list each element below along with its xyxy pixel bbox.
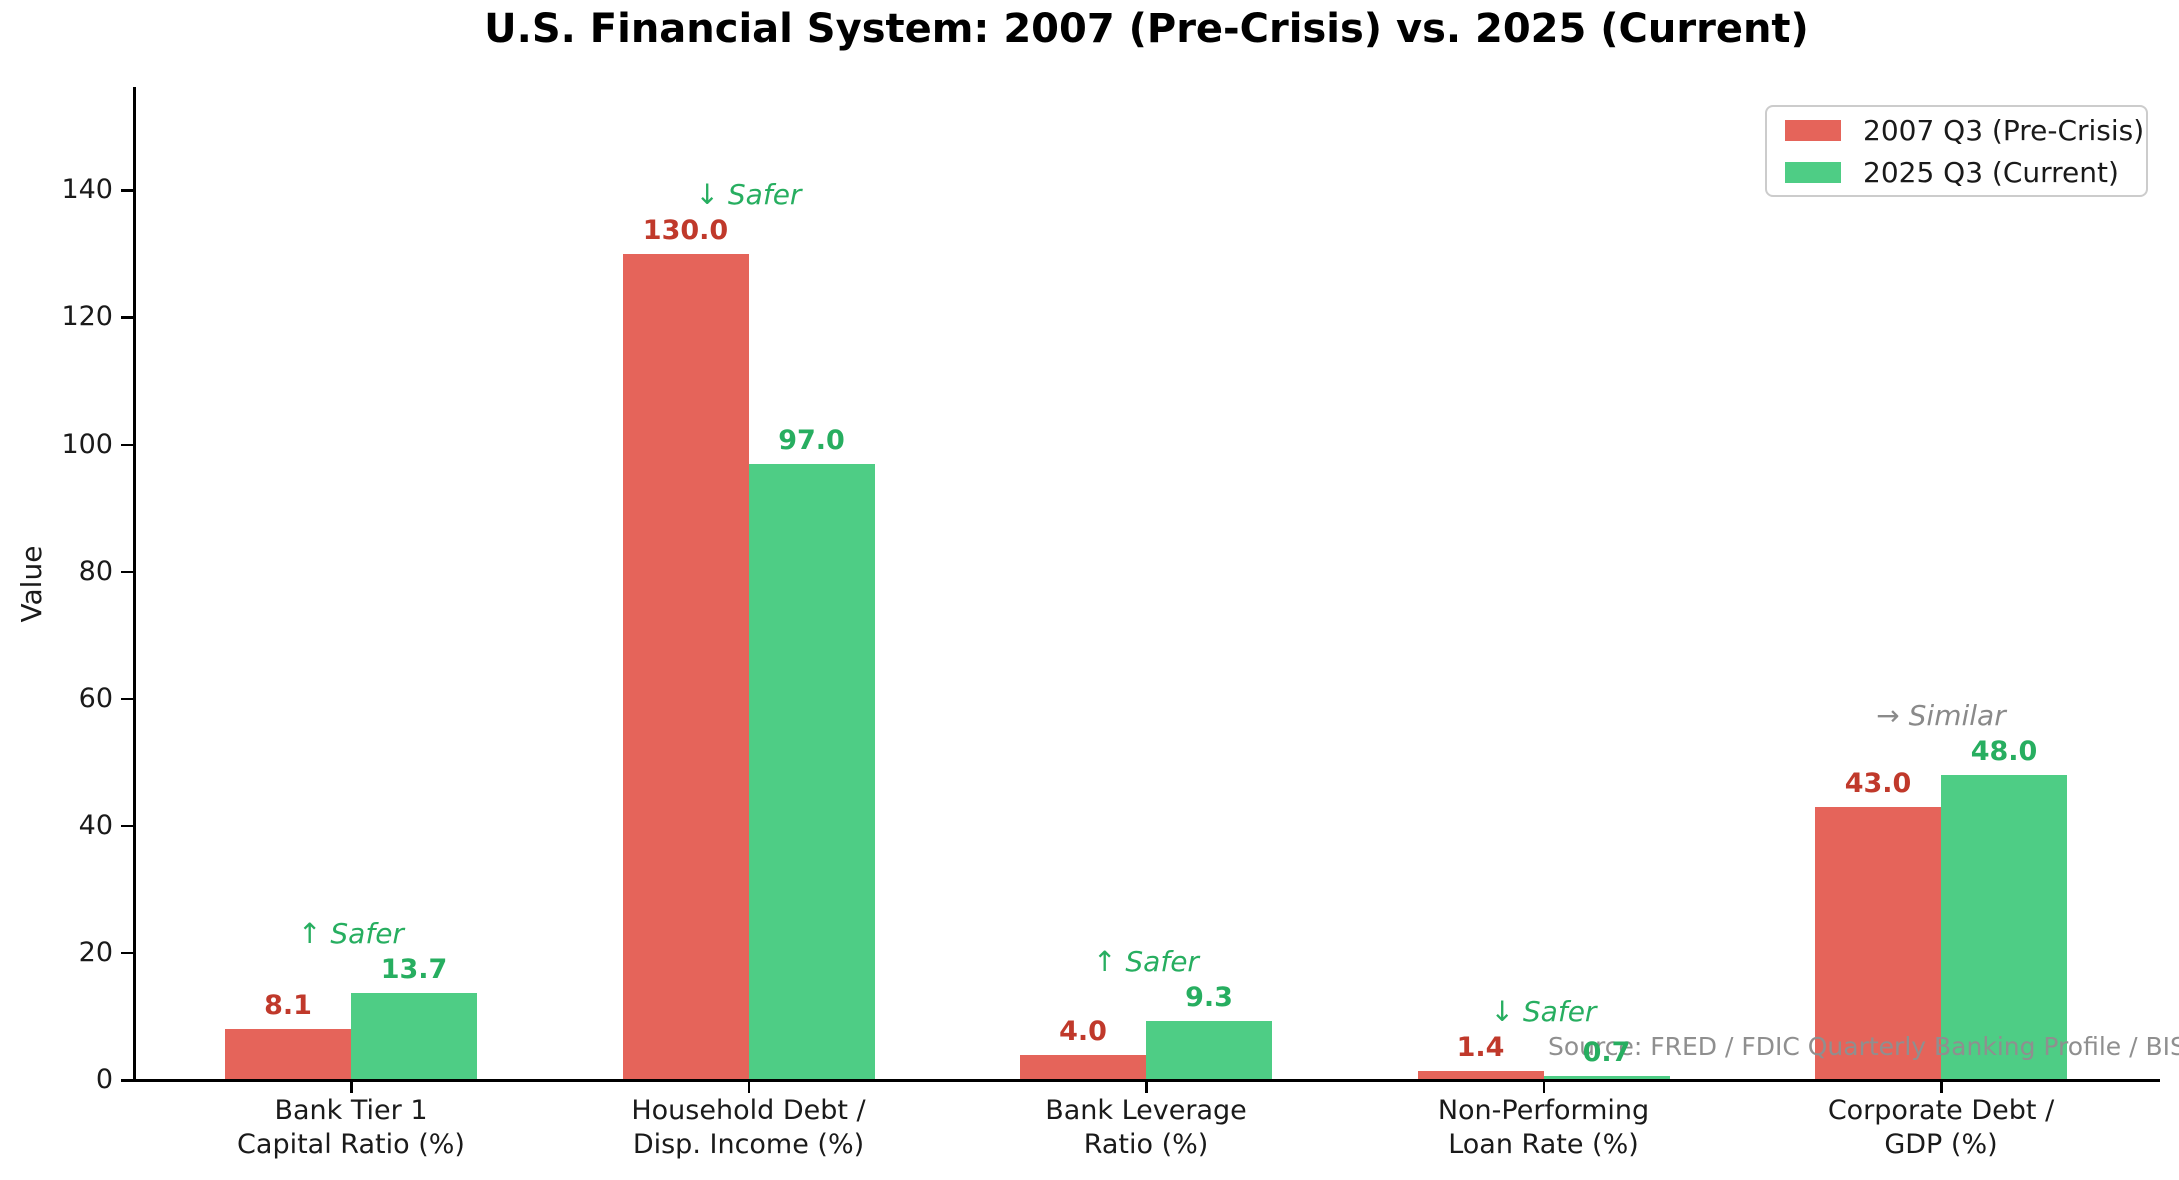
y-tick-label: 40 xyxy=(78,809,113,841)
bar-2007 xyxy=(622,253,749,1080)
y-tick-mark xyxy=(121,1079,133,1082)
x-category-label-line: Bank Tier 1 xyxy=(274,1095,428,1126)
x-category-label-line: GDP (%) xyxy=(1884,1129,1998,1160)
x-category-label-line: Corporate Debt / xyxy=(1827,1095,2055,1126)
bar-value-label: 9.3 xyxy=(1185,981,1233,1013)
x-category-label-line: Non-Performing xyxy=(1437,1095,1650,1126)
bar-2025 xyxy=(1146,1020,1272,1080)
y-tick-mark xyxy=(121,443,133,447)
annotation-text: → Similar xyxy=(1876,698,2006,732)
bar-value-label: 43.0 xyxy=(1844,767,1912,799)
bar-value-label: 13.7 xyxy=(380,953,448,985)
x-category-label-line: Ratio (%) xyxy=(1083,1129,1209,1160)
bar-value-label: 1.4 xyxy=(1456,1032,1505,1064)
x-category-label: Non-Performing Loan Rate (%) xyxy=(1324,1094,1764,1162)
x-tick-mark xyxy=(350,1080,353,1093)
bar-2007 xyxy=(1020,1054,1146,1080)
x-tick-mark xyxy=(1145,1080,1148,1093)
y-tick-mark xyxy=(121,316,133,319)
x-category-label: Bank Leverage Ratio (%) xyxy=(926,1094,1366,1162)
x-category-label: Household Debt / Disp. Income (%) xyxy=(529,1094,969,1162)
bar-value-label: 130.0 xyxy=(642,214,729,246)
bar-2007 xyxy=(225,1028,351,1080)
y-tick-label: 100 xyxy=(61,428,113,460)
y-tick-label: 120 xyxy=(61,301,113,333)
bar-value-label: 8.1 xyxy=(264,989,312,1021)
y-tick-mark xyxy=(121,570,133,574)
y-axis-spine xyxy=(133,87,136,1081)
y-tick-label: 80 xyxy=(78,555,113,587)
x-category-label: Corporate Debt / GDP (%) xyxy=(1721,1094,2161,1162)
bar-2025 xyxy=(748,463,875,1080)
legend-label-2025: 2025 Q3 (Current) xyxy=(1863,155,2119,189)
bar-value-label: 48.0 xyxy=(1970,735,2038,767)
bar-2025 xyxy=(1941,774,2067,1080)
y-tick-mark xyxy=(121,951,133,955)
annotation-text: ↑ Safer xyxy=(1093,944,1199,978)
bar-value-label: 4.0 xyxy=(1059,1015,1107,1047)
y-tick-label: 0 xyxy=(95,1064,113,1095)
x-category-label-line: Household Debt / xyxy=(631,1095,866,1126)
bar-2025 xyxy=(1543,1075,1670,1080)
annotation-text: ↓ Safer xyxy=(1490,995,1597,1029)
annotation-text: ↓ Safer xyxy=(695,177,802,211)
bar-value-label: 0.7 xyxy=(1582,1036,1631,1068)
legend-swatch-2007 xyxy=(1785,119,1841,141)
x-category-label-line: Disp. Income (%) xyxy=(632,1129,865,1160)
y-tick-mark xyxy=(121,824,133,828)
legend: 2007 Q3 (Pre-Crisis) 2025 Q3 (Current) xyxy=(1765,105,2148,197)
x-category-label-line: Bank Leverage xyxy=(1045,1095,1247,1126)
x-tick-mark xyxy=(1542,1080,1545,1093)
y-tick-label: 60 xyxy=(78,682,113,714)
legend-swatch-2025 xyxy=(1785,161,1841,183)
x-category-label-line: Capital Ratio (%) xyxy=(237,1129,465,1160)
chart-title: U.S. Financial System: 2007 (Pre-Crisis)… xyxy=(484,6,1809,52)
legend-item-2025: 2025 Q3 (Current) xyxy=(1785,156,2128,189)
y-tick-mark xyxy=(121,697,133,701)
legend-label-2007: 2007 Q3 (Pre-Crisis) xyxy=(1863,113,2145,147)
bar-2007 xyxy=(1417,1071,1544,1080)
bar-value-label: 97.0 xyxy=(778,424,845,456)
y-tick-label: 20 xyxy=(78,936,113,968)
source-note: Source: FRED / FDIC Quarterly Banking Pr… xyxy=(1548,1032,2179,1061)
x-tick-mark xyxy=(747,1080,750,1093)
bar-2007 xyxy=(1815,806,1941,1080)
x-category-label: Bank Tier 1 Capital Ratio (%) xyxy=(131,1094,571,1162)
y-tick-mark xyxy=(121,189,133,192)
x-category-label-line: Loan Rate (%) xyxy=(1448,1129,1639,1160)
annotation-text: ↑ Safer xyxy=(298,916,404,950)
bar-2025 xyxy=(351,992,477,1080)
y-tick-label: 140 xyxy=(61,174,113,206)
x-tick-mark xyxy=(1940,1080,1943,1093)
legend-item-2007: 2007 Q3 (Pre-Crisis) xyxy=(1785,114,2144,147)
